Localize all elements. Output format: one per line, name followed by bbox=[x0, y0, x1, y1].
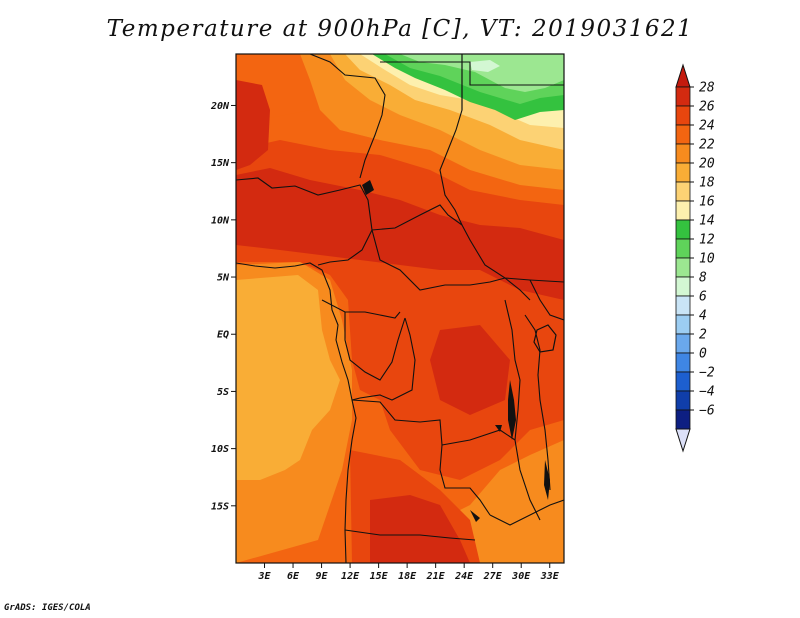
colorbar-label: 4 bbox=[699, 309, 707, 324]
colorbar-label: 8 bbox=[699, 271, 707, 286]
colorbar-band bbox=[675, 219, 691, 240]
lat-tick-label: 10N bbox=[211, 215, 230, 226]
colorbar-label: 12 bbox=[699, 233, 715, 248]
lake-mweru bbox=[495, 425, 502, 432]
lat-tick-label: 15N bbox=[211, 158, 230, 169]
field-north-10 bbox=[400, 54, 564, 92]
colorbar-band bbox=[675, 200, 691, 221]
border-niger-chad bbox=[309, 54, 386, 179]
field-core-28d bbox=[430, 325, 510, 415]
colorbar-band bbox=[675, 238, 691, 259]
colorbar-band bbox=[675, 162, 691, 183]
lon-tick-label: 18E bbox=[398, 571, 417, 582]
lat-tick-label: EQ bbox=[217, 330, 229, 341]
map-frame bbox=[235, 53, 565, 564]
lon-tick-label: 30E bbox=[511, 571, 531, 582]
colorbar-band bbox=[675, 105, 691, 126]
chart-title: Temperature at 900hPa [C], VT: 201903162… bbox=[106, 16, 694, 42]
lake-malawi bbox=[544, 460, 550, 500]
colorbar-band bbox=[675, 257, 691, 278]
colorbar-label: 22 bbox=[699, 138, 715, 153]
colorbar-label: 18 bbox=[699, 176, 715, 191]
lake-tanganyika bbox=[508, 380, 516, 440]
border-drc bbox=[351, 299, 541, 521]
grads-credit: GrADS: IGES/COLA bbox=[4, 603, 91, 613]
lat-tick-label: 5N bbox=[217, 273, 230, 284]
lon-tick-label: 24E bbox=[454, 571, 474, 582]
colorbar-label: 26 bbox=[699, 100, 715, 115]
lon-tick-label: 27E bbox=[483, 571, 503, 582]
lake-chad bbox=[362, 180, 374, 195]
colorbar-band bbox=[675, 143, 691, 164]
colorbar-band bbox=[675, 181, 691, 202]
colorbar-band bbox=[675, 86, 691, 107]
border-car bbox=[371, 204, 506, 291]
field-north-8 bbox=[470, 60, 500, 72]
lakes bbox=[362, 180, 557, 522]
colorbar-label: 20 bbox=[699, 157, 715, 172]
lon-tick-label: 6E bbox=[287, 571, 300, 582]
field-core-28c bbox=[370, 495, 470, 563]
lon-tick-label: 15E bbox=[370, 571, 389, 582]
colorbar-band bbox=[675, 276, 691, 297]
colorbar-band bbox=[675, 409, 691, 430]
colorbar-label: 2 bbox=[699, 328, 707, 343]
lon-tick-label: 21E bbox=[426, 571, 446, 582]
colorbar-bottom-arrow bbox=[675, 428, 691, 453]
field-core-28b bbox=[236, 80, 270, 170]
field-core-28a bbox=[236, 168, 564, 300]
colorbar-top-arrow bbox=[675, 63, 691, 88]
colorbar-label: 24 bbox=[699, 119, 715, 134]
lat-tick-label: 10S bbox=[211, 444, 229, 455]
latitude-axis: 20N 15N 10N 5N EQ 5S 10S 15S bbox=[210, 101, 236, 512]
colorbar-label: 6 bbox=[699, 290, 707, 305]
colorbar-label: 16 bbox=[699, 195, 715, 210]
border-cameroon-south bbox=[321, 299, 401, 319]
colorbar-label: 0 bbox=[699, 347, 707, 362]
colorbar-label: −2 bbox=[699, 366, 715, 381]
country-borders bbox=[236, 54, 564, 563]
colorbar-label: −6 bbox=[699, 404, 715, 419]
lat-tick-label: 20N bbox=[210, 101, 230, 112]
lon-tick-label: 33E bbox=[540, 571, 560, 582]
colorbar-band bbox=[675, 124, 691, 145]
lon-tick-label: 3E bbox=[257, 571, 271, 582]
colorbar-label: 10 bbox=[699, 252, 715, 267]
border-east-africa bbox=[504, 277, 564, 321]
lat-tick-label: 15S bbox=[211, 501, 229, 512]
colorbar-label: 14 bbox=[699, 214, 715, 229]
temperature-field bbox=[236, 54, 564, 563]
longitude-axis: 3E 6E 9E 12E 15E 18E 21E 24E 27E 30E 33E bbox=[257, 563, 560, 582]
field-ocean-20 bbox=[236, 275, 340, 480]
lake-victoria bbox=[533, 324, 557, 353]
colorbar-band bbox=[675, 390, 691, 411]
lon-tick-label: 12E bbox=[341, 571, 360, 582]
border-egypt-libya bbox=[380, 54, 564, 110]
colorbar-band bbox=[675, 333, 691, 354]
colorbar-band bbox=[675, 352, 691, 373]
border-nigeria bbox=[236, 177, 373, 266]
lake-kariba bbox=[470, 510, 480, 522]
border-gabon-congo bbox=[344, 312, 406, 381]
colorbar-label: 28 bbox=[699, 81, 715, 96]
lat-tick-label: 5S bbox=[217, 387, 229, 398]
coastline bbox=[236, 262, 357, 563]
lon-tick-label: 9E bbox=[316, 571, 329, 582]
colorbar-band bbox=[675, 314, 691, 335]
colorbar-label: −4 bbox=[699, 385, 715, 400]
border-zambia bbox=[441, 429, 564, 526]
colorbar-band bbox=[675, 295, 691, 316]
colorbar-band bbox=[675, 371, 691, 392]
